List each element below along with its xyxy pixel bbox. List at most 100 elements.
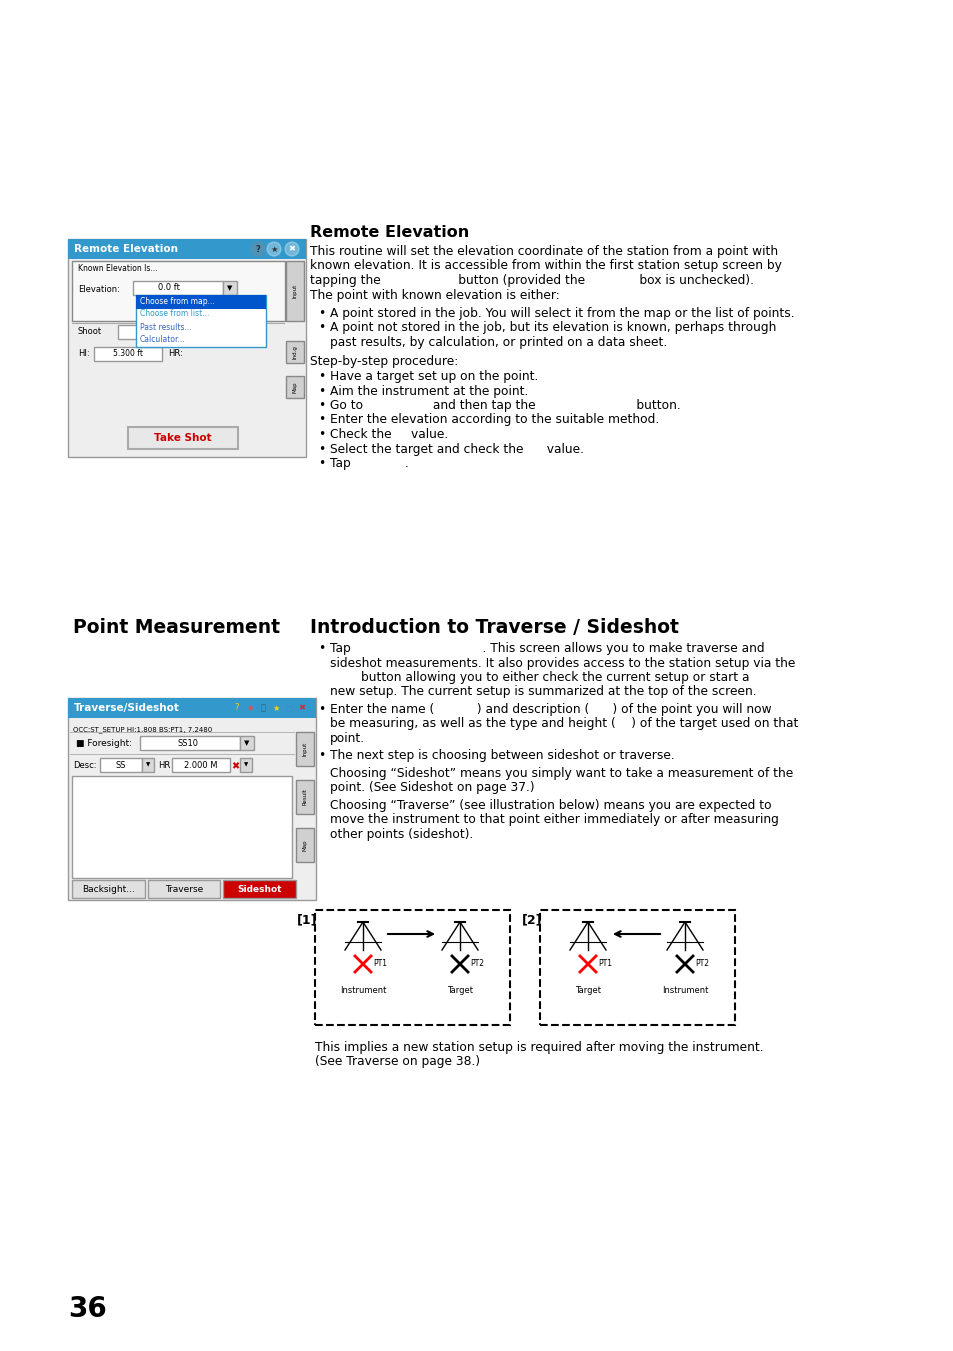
Bar [240, 736, 253, 750]
Text: Tap              .: Tap . [330, 457, 409, 470]
Text: ■ Foresight:: ■ Foresight: [76, 739, 132, 748]
Text: ?: ? [234, 704, 239, 712]
Circle shape [251, 242, 265, 255]
Text: 0.0 ft: 0.0 ft [158, 284, 180, 293]
Text: Tap                                  . This screen allows you to make traverse a: Tap . This screen allows you to make tra… [330, 642, 763, 655]
Text: HI:: HI: [78, 349, 90, 358]
Bar [295, 780, 314, 815]
Text: ✖: ✖ [298, 704, 305, 712]
Text: (See Traverse on page 38.): (See Traverse on page 38.) [314, 1055, 479, 1069]
Text: point.: point. [330, 732, 365, 744]
Text: 36: 36 [68, 1296, 107, 1323]
Bar [94, 347, 162, 361]
Text: point. (See Sideshot on page 37.): point. (See Sideshot on page 37.) [330, 781, 534, 794]
Text: •: • [317, 370, 325, 382]
Text: Instrument: Instrument [339, 986, 386, 994]
Text: •: • [317, 399, 325, 412]
Text: sideshot measurements. It also provides access to the station setup via the: sideshot measurements. It also provides … [330, 657, 795, 670]
Text: Shoot: Shoot [78, 327, 102, 335]
Text: Step-by-step procedure:: Step-by-step procedure: [310, 354, 457, 367]
Text: •: • [317, 750, 325, 762]
Text: Traverse/Sideshot: Traverse/Sideshot [74, 703, 180, 713]
Bar [295, 828, 314, 862]
Circle shape [285, 242, 298, 255]
Bar [539, 911, 734, 1025]
Text: □: □ [285, 704, 293, 712]
Bar [128, 427, 237, 449]
Text: PT2: PT2 [470, 959, 483, 969]
Text: Go to                  and then tap the                          button.: Go to and then tap the button. [330, 399, 680, 412]
Text: HR:: HR: [168, 349, 183, 358]
Text: HR: HR [158, 762, 170, 770]
Text: PT1: PT1 [598, 959, 612, 969]
Bar [286, 261, 304, 322]
Bar [68, 239, 306, 457]
Text: Sideshot: Sideshot [237, 885, 282, 893]
Bar [100, 758, 142, 771]
Text: Map: Map [302, 839, 307, 851]
Text: Target: Target [447, 986, 473, 994]
Bar [71, 880, 145, 898]
Text: Select the target and check the      value.: Select the target and check the value. [330, 443, 583, 455]
Text: ▼: ▼ [244, 740, 250, 746]
Text: ★: ★ [270, 245, 277, 254]
Text: This implies a new station setup is required after moving the instrument.: This implies a new station setup is requ… [314, 1042, 762, 1054]
Text: Map: Map [293, 381, 297, 393]
Text: A point stored in the job. You will select it from the map or the list of points: A point stored in the job. You will sele… [330, 307, 794, 320]
Text: ▼: ▼ [244, 762, 248, 767]
Text: Choosing “Traverse” (see illustration below) means you are expected to: Choosing “Traverse” (see illustration be… [330, 798, 771, 812]
Text: 2.000 M: 2.000 M [184, 761, 217, 770]
Text: SS10: SS10 [178, 739, 199, 747]
Text: SS: SS [115, 761, 126, 770]
Text: Choosing “Sideshot” means you simply want to take a measurement of the: Choosing “Sideshot” means you simply wan… [330, 767, 792, 780]
Bar [68, 239, 306, 259]
Text: ▼: ▼ [227, 285, 233, 290]
Circle shape [267, 242, 281, 255]
Text: Choose from list...: Choose from list... [140, 309, 209, 319]
Bar [136, 295, 266, 309]
Text: •: • [317, 703, 325, 716]
Text: Direct: Direct [145, 327, 171, 335]
Bar [286, 376, 304, 399]
Text: Input: Input [293, 284, 297, 299]
Text: Target: Target [575, 986, 600, 994]
Bar [118, 326, 198, 339]
Text: button allowing you to either check the current setup or start a: button allowing you to either check the … [330, 671, 749, 684]
Text: PT1: PT1 [373, 959, 387, 969]
Text: Introduction to Traverse / Sideshot: Introduction to Traverse / Sideshot [310, 617, 679, 638]
Bar [148, 880, 220, 898]
Bar [68, 698, 315, 717]
Text: PT2: PT2 [695, 959, 708, 969]
Text: Desc:: Desc: [73, 762, 96, 770]
Text: •: • [317, 385, 325, 397]
Text: A point not stored in the job, but its elevation is known, perhaps through: A point not stored in the job, but its e… [330, 322, 776, 335]
Bar [71, 775, 292, 878]
Text: Point Measurement: Point Measurement [73, 617, 280, 638]
Text: Ind.g: Ind.g [293, 345, 297, 359]
Text: ▼: ▼ [146, 762, 150, 767]
Bar [132, 281, 223, 295]
Bar [172, 758, 230, 771]
Text: ✖: ✖ [288, 245, 295, 254]
Text: Remote Elevation: Remote Elevation [310, 226, 469, 240]
Text: 5.300 ft: 5.300 ft [112, 349, 143, 358]
Text: The point with known elevation is either:: The point with known elevation is either… [310, 289, 559, 301]
Text: Take Shot: Take Shot [154, 434, 212, 443]
Bar [286, 340, 304, 363]
Text: Past results...: Past results... [140, 323, 192, 331]
Text: ★: ★ [246, 704, 253, 712]
Text: Result: Result [302, 789, 307, 805]
Text: Aim the instrument at the point.: Aim the instrument at the point. [330, 385, 528, 397]
Text: •: • [317, 457, 325, 470]
Text: Known Elevation Is...: Known Elevation Is... [78, 263, 157, 273]
Text: Input: Input [302, 742, 307, 757]
Bar [136, 295, 266, 347]
Bar [142, 758, 153, 771]
Text: Traverse: Traverse [165, 885, 203, 893]
Text: tapping the                    button (provided the              box is unchecke: tapping the button (provided the box is … [310, 274, 753, 286]
Text: Enter the elevation according to the suitable method.: Enter the elevation according to the sui… [330, 413, 659, 427]
Text: ✖: ✖ [231, 761, 239, 771]
Text: This routine will set the elevation coordinate of the station from a point with: This routine will set the elevation coor… [310, 245, 778, 258]
Bar [71, 261, 285, 322]
Text: move the instrument to that point either immediately or after measuring: move the instrument to that point either… [330, 813, 778, 827]
